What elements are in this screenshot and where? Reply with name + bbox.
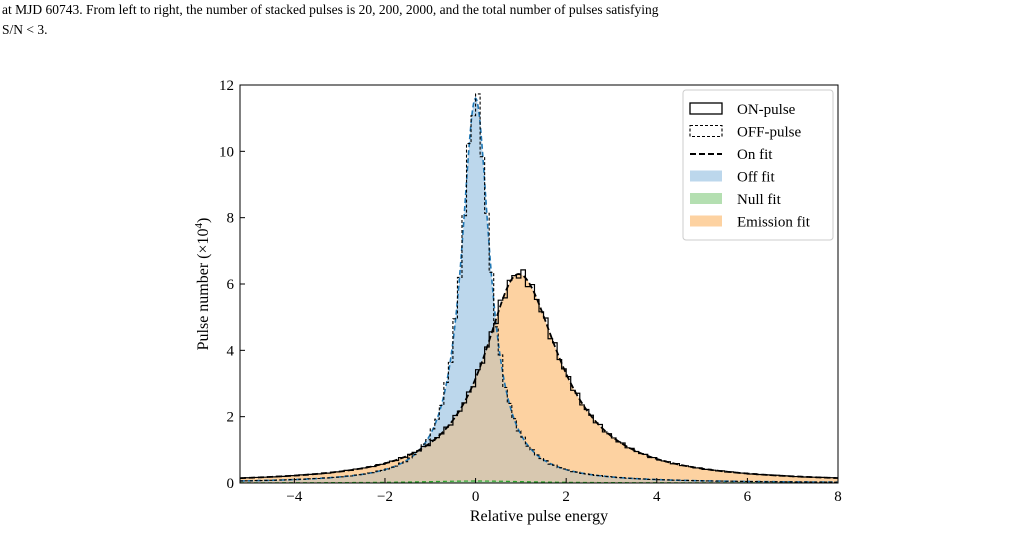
y-tick-label: 0 [227,476,235,492]
legend-label: ON-pulse [737,102,796,118]
y-tick-label: 2 [227,410,235,426]
x-axis-ticks: −4 −2 0 2 4 6 8 [286,478,842,505]
legend-label: Emission fit [737,215,811,231]
y-tick-label: 6 [227,277,235,293]
caption-line-1: at MJD 60743. From left to right, the nu… [2,2,659,17]
x-tick-label: −2 [377,489,393,505]
legend-label: Off fit [737,170,775,186]
legend-key-1 [689,124,723,138]
off-fit-line [240,97,838,483]
y-axis-label: Pulse number (×104) [193,218,212,351]
legend-label: Null fit [737,192,782,208]
caption-line-2: S/N < 3. [2,22,48,37]
histogram-steps [240,93,838,483]
y-tick-label: 12 [219,78,234,94]
y-tick-label: 10 [219,144,234,160]
emission-fit-area [240,274,838,483]
x-tick-label: 4 [653,489,661,505]
on-pulse-histogram [240,269,838,479]
y-axis-ticks: 0 2 4 6 8 10 12 [219,78,245,492]
x-tick-label: 0 [472,489,480,505]
off-pulse-histogram [240,93,838,483]
legend-label: On fit [737,147,773,163]
legend-label: OFF-pulse [737,125,802,141]
x-tick-label: 2 [562,489,570,505]
x-tick-label: −4 [286,489,302,505]
y-tick-label: 8 [227,211,235,227]
x-axis-label: Relative pulse energy [470,508,608,525]
legend-key-4 [690,193,722,204]
y-tick-label: 4 [227,343,235,359]
legend-key-3 [690,170,722,182]
figure-caption: at MJD 60743. From left to right, the nu… [2,0,1032,40]
x-tick-label: 8 [834,489,842,505]
legend-key-0 [689,102,723,115]
legend: ON-pulse OFF-pulse On fit Off fit Null fit Em… [682,89,834,241]
x-tick-label: 6 [744,489,752,505]
legend-key-5 [690,215,722,227]
